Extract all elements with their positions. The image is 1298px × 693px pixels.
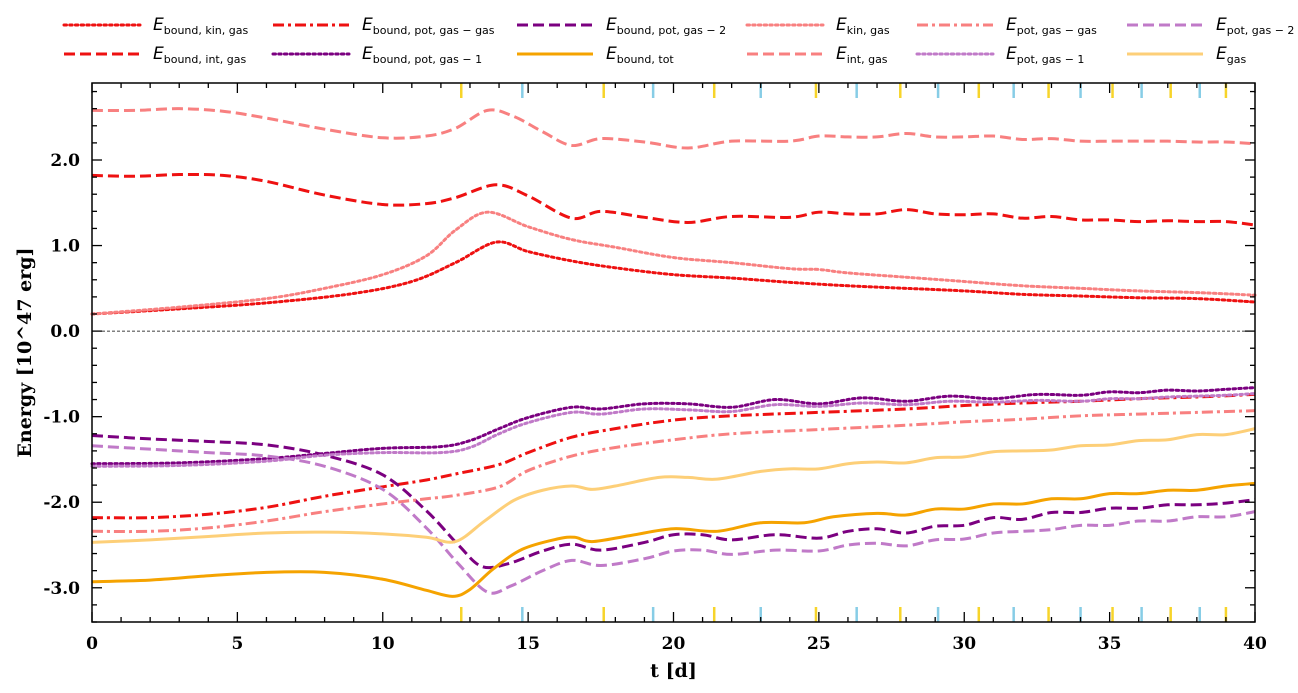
y-tick-label: -1.0 [43,408,80,428]
series-line-3 [91,392,1256,520]
x-tick-label: 0 [86,634,98,654]
legend-label-3: Ebound, pot, gas − gas [362,15,495,37]
legend-label-7: Ekin, gas [836,15,890,37]
x-tick-label: 40 [1243,634,1267,654]
y-tick-label: -3.0 [43,579,80,599]
series-line-8 [91,107,1256,150]
x-tick-label: 10 [371,634,395,654]
x-axis-label: t [d] [650,660,697,682]
y-tick-label: 0.0 [50,322,80,342]
series-line-5 [91,433,1256,570]
series-line-4 [90,386,1257,466]
legend-label-5: Ebound, pot, gas − 2 [606,15,726,37]
x-tick-label: 25 [807,634,831,654]
axis-ticks: 0 5 10 15 20 25 30 35 40 -3.0 -2.0 -1.0 0.0 1.0 2.0 [43,83,1267,654]
x-tick-label: 30 [952,634,976,654]
series-line-10 [90,392,1257,468]
series-line-2 [91,172,1256,227]
series-line-11 [91,444,1256,595]
legend-label-12: Egas [1216,44,1246,66]
series-line-7 [90,210,1257,316]
legend-label-4: Ebound, pot, gas − 1 [362,44,482,66]
legend-label-10: Epot, gas − 1 [1006,44,1084,66]
legend-label-6: Ebound, tot [606,44,674,66]
series-line-6 [91,481,1256,598]
legend: Ebound, kin, gas Ebound, int, gas Ebound, … [62,15,1294,66]
x-tick-label: 35 [1098,634,1122,654]
y-tick-label: 1.0 [50,237,80,257]
legend-label-11: Epot, gas − 2 [1216,15,1294,37]
series-layer [90,107,1257,598]
plot-frame [91,82,1256,623]
event-markers [460,83,1228,622]
x-tick-label: 5 [231,634,243,654]
series-line-1 [90,240,1257,316]
series-line-9 [91,409,1256,534]
y-tick-label: 2.0 [50,151,80,171]
series-line-12 [91,427,1256,544]
legend-label-1: Ebound, kin, gas [153,15,248,37]
x-tick-label: 15 [516,634,540,654]
legend-label-2: Ebound, int, gas [153,44,246,66]
legend-label-9: Epot, gas − gas [1006,15,1097,37]
y-tick-label: -2.0 [43,493,80,513]
plot-area: 0 5 10 15 20 25 30 35 40 -3.0 -2.0 -1.0 0.0 1.0 2.0 [43,82,1267,654]
legend-label-8: Eint, gas [836,44,888,66]
x-tick-label: 20 [662,634,686,654]
y-axis-label: Energy [10^47 erg] [14,247,36,457]
